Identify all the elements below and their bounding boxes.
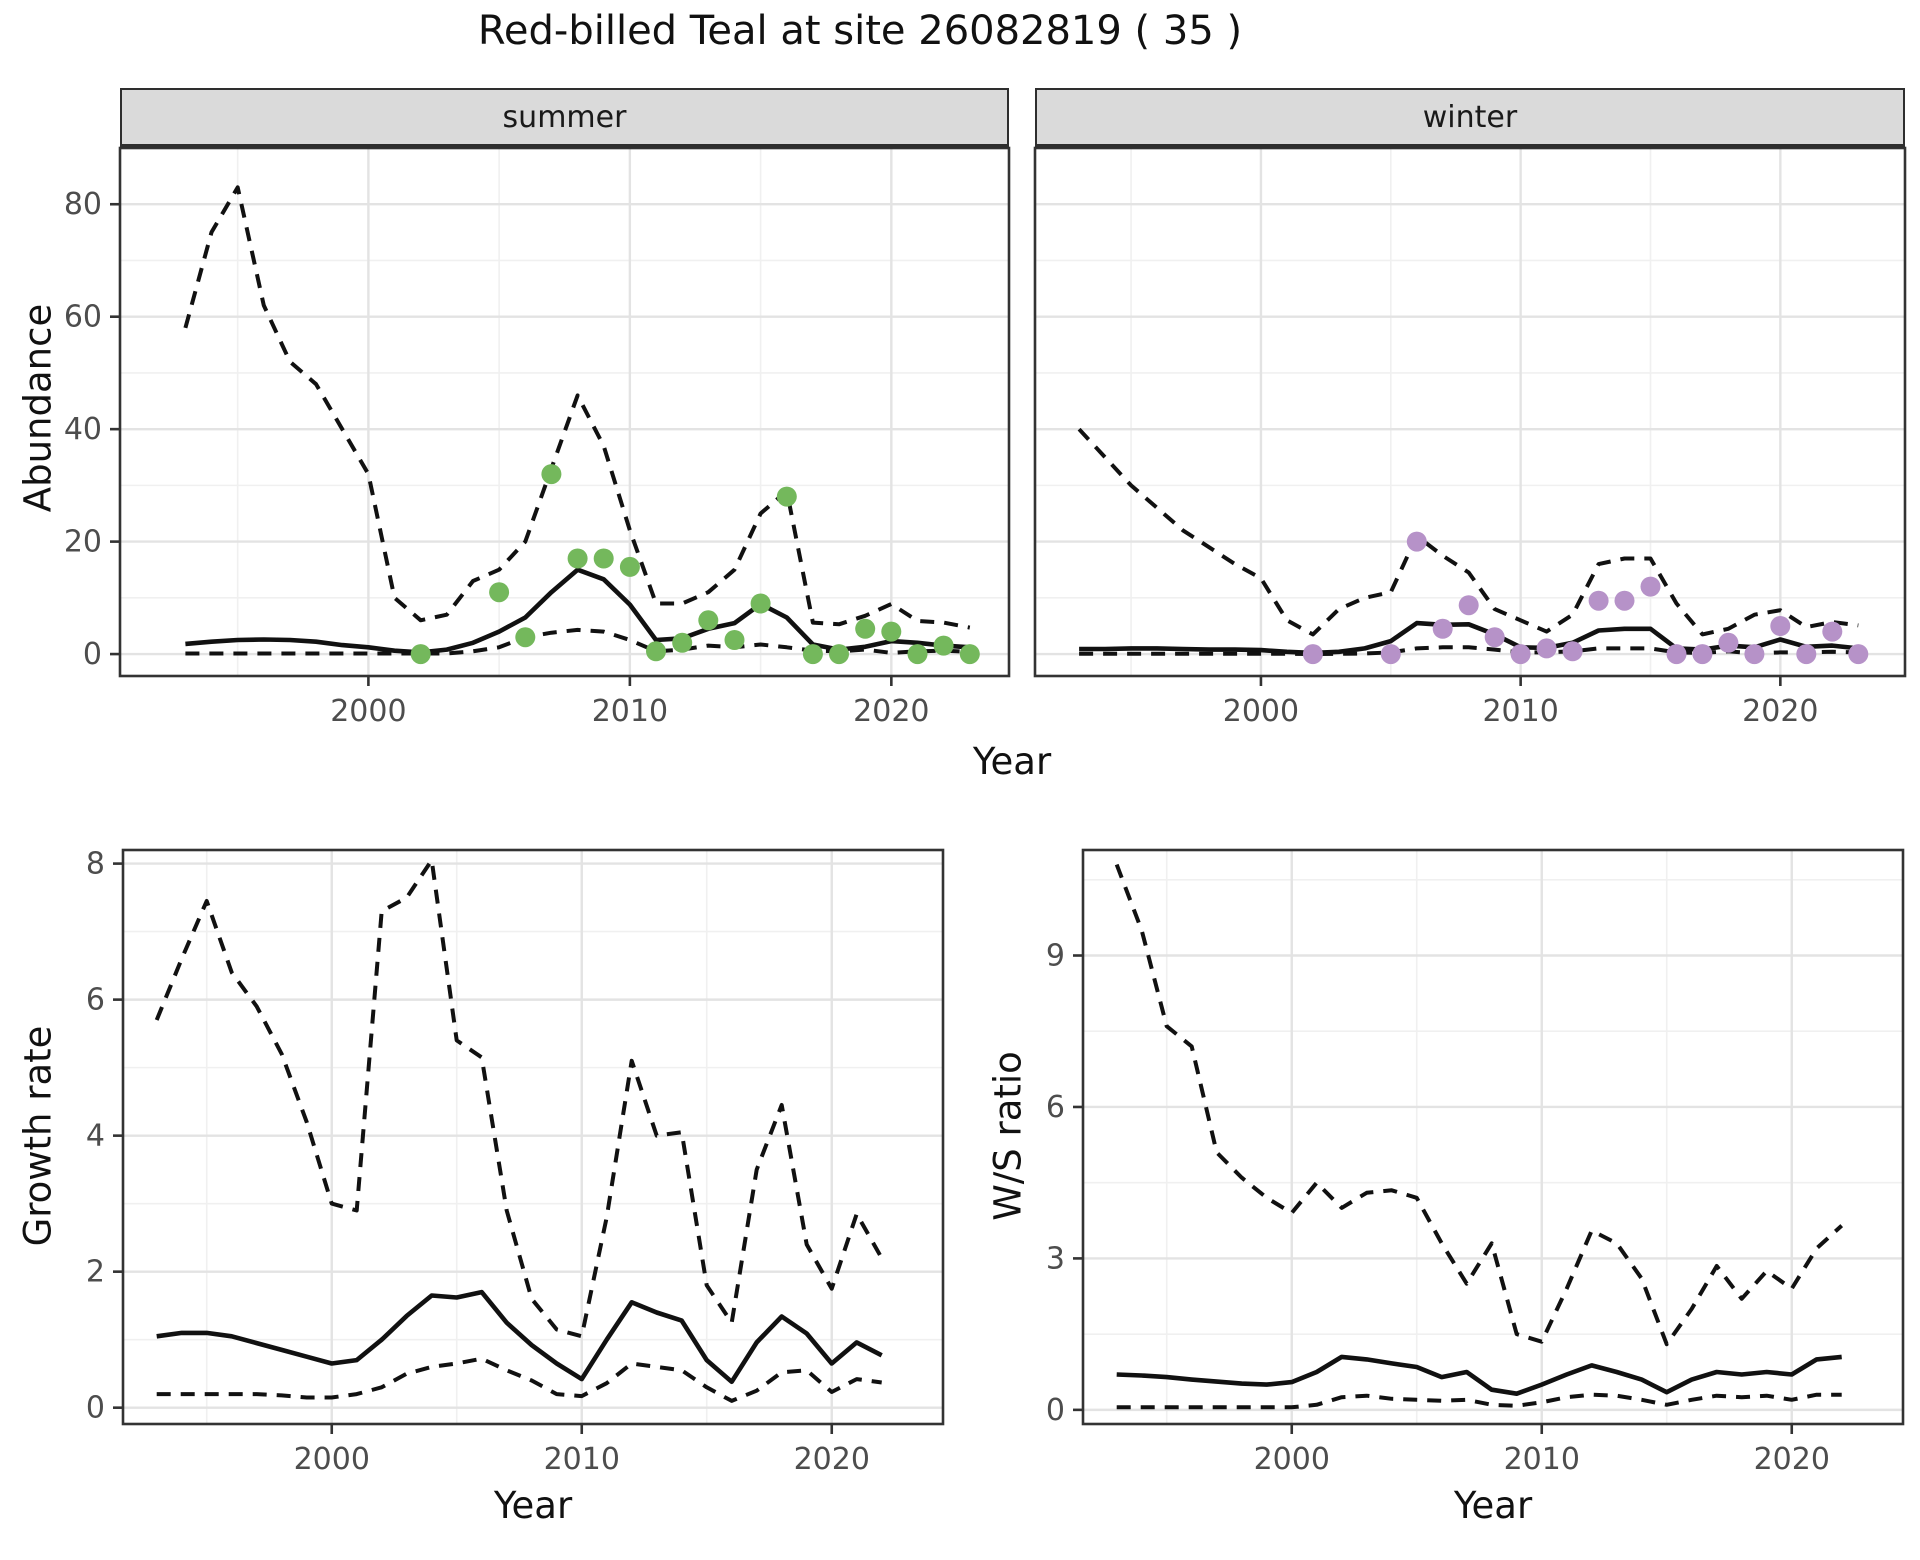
y-tick-label: 40: [64, 412, 102, 447]
series-growth_rate-lower_95ci: [156, 1356, 882, 1403]
point-winter_abundance: [1406, 531, 1427, 552]
y-tick-label: 6: [86, 983, 105, 1018]
panel-background: [1083, 850, 1903, 1424]
point-summer_abundance: [829, 644, 849, 665]
y-tick-label: 0: [1046, 1393, 1065, 1428]
point-summer_abundance: [855, 618, 876, 639]
point-winter_abundance: [1510, 644, 1531, 665]
x-tick-label: 2020: [1754, 1442, 1830, 1477]
x-axis-title-year-growth: Year: [493, 1484, 573, 1527]
point-summer_abundance: [410, 644, 431, 665]
panel-background: [123, 850, 943, 1424]
panel-border: [1081, 848, 1905, 1426]
point-summer_abundance: [959, 644, 980, 665]
x-tick-label: 2000: [330, 694, 406, 729]
y-tick-label: 4: [86, 1119, 105, 1154]
point-winter_abundance: [1562, 641, 1583, 662]
x-tick-label: 2010: [1482, 694, 1558, 729]
series-winter_abundance-upper_95ci: [1077, 427, 1859, 637]
point-winter_abundance: [1718, 632, 1739, 653]
chart-title: Red-billed Teal at site 26082819 ( 35 ): [477, 8, 1243, 54]
point-summer_abundance: [881, 621, 902, 642]
facet-label-summer: summer: [502, 99, 627, 135]
facet-label-winter: winter: [1422, 99, 1518, 135]
series-ws_ratio-lower_95ci: [1116, 1392, 1842, 1410]
x-tick-label: 2010: [1504, 1442, 1580, 1477]
point-summer_abundance: [541, 464, 562, 485]
point-winter_abundance: [1796, 644, 1817, 665]
point-winter_abundance: [1770, 616, 1791, 636]
point-winter_abundance: [1692, 644, 1713, 665]
point-summer_abundance: [750, 593, 771, 614]
y-tick-label: 9: [1046, 939, 1065, 974]
series-growth_rate-mean: [156, 1289, 883, 1385]
panel-border: [121, 848, 945, 1426]
point-summer_abundance: [802, 644, 823, 665]
facet-strip-winter: winter: [1035, 88, 1905, 148]
series-summer_abundance-upper_95ci: [183, 185, 971, 630]
series-ws_ratio-mean: [1116, 1354, 1842, 1396]
y-axis-title-abundance: Abundance: [16, 303, 60, 513]
point-winter_abundance: [1302, 644, 1323, 665]
x-tick-label: 2000: [1223, 694, 1299, 729]
point-winter_abundance: [1588, 590, 1609, 611]
panel-border: [118, 146, 1011, 678]
point-summer_abundance: [698, 610, 719, 631]
x-tick-label: 2000: [1254, 1442, 1330, 1477]
y-tick-label: 20: [64, 525, 102, 560]
point-summer_abundance: [489, 582, 510, 603]
panel-background: [120, 148, 1009, 676]
x-axis-title-year-top: Year: [972, 740, 1052, 783]
y-tick-label: 0: [83, 637, 102, 672]
y-tick-label: 80: [64, 187, 102, 222]
x-tick-label: 2000: [294, 1442, 370, 1477]
y-tick-label: 6: [1046, 1090, 1065, 1125]
point-winter_abundance: [1380, 644, 1401, 665]
point-winter_abundance: [1432, 618, 1453, 639]
point-summer_abundance: [646, 641, 666, 662]
point-summer_abundance: [593, 548, 614, 569]
point-winter_abundance: [1614, 590, 1635, 611]
x-tick-label: 2020: [853, 694, 929, 729]
point-summer_abundance: [567, 548, 588, 569]
point-winter_abundance: [1666, 644, 1687, 665]
x-tick-label: 2010: [544, 1442, 620, 1477]
point-summer_abundance: [724, 630, 745, 650]
point-winter_abundance: [1536, 638, 1557, 659]
point-winter_abundance: [1848, 644, 1869, 665]
x-tick-label: 2020: [1742, 694, 1818, 729]
x-tick-label: 2020: [794, 1442, 870, 1477]
x-tick-label: 2010: [592, 694, 668, 729]
point-summer_abundance: [619, 556, 640, 577]
y-tick-label: 3: [1046, 1241, 1065, 1276]
y-axis-title-growth-rate: Growth rate: [16, 1025, 60, 1247]
point-winter_abundance: [1640, 576, 1661, 597]
y-axis-title-ws-ratio: W/S ratio: [986, 1051, 1030, 1221]
point-summer_abundance: [933, 635, 954, 656]
y-tick-label: 2: [86, 1255, 105, 1290]
point-winter_abundance: [1484, 627, 1505, 648]
y-tick-label: 0: [86, 1391, 105, 1426]
panel-background: [1035, 148, 1905, 676]
y-tick-label: 60: [64, 300, 102, 335]
point-summer_abundance: [776, 486, 797, 507]
point-summer_abundance: [672, 632, 693, 653]
point-winter_abundance: [1744, 644, 1765, 665]
point-winter_abundance: [1458, 595, 1479, 616]
facet-strip-summer: summer: [120, 88, 1009, 148]
series-ws_ratio-upper_95ci: [1114, 863, 1844, 1347]
point-summer_abundance: [907, 644, 928, 665]
y-tick-label: 8: [86, 847, 105, 882]
series-growth_rate-upper_95ci: [154, 858, 884, 1339]
point-summer_abundance: [515, 627, 536, 648]
panel-border: [1033, 146, 1907, 678]
x-axis-title-year-ws: Year: [1453, 1484, 1533, 1527]
panel-growth_rate: 2000 2010 2020 0 2 4 6 8: [86, 847, 945, 1477]
panel-winter_abundance: 2000 2010 2020: [1033, 146, 1907, 729]
panel-ws_ratio: 2000 2010 2020 0 3 6 9: [1046, 848, 1905, 1477]
panel-summer_abundance: 2000 2010 2020 0 20 40 60 80: [64, 146, 1011, 729]
point-winter_abundance: [1822, 621, 1843, 642]
